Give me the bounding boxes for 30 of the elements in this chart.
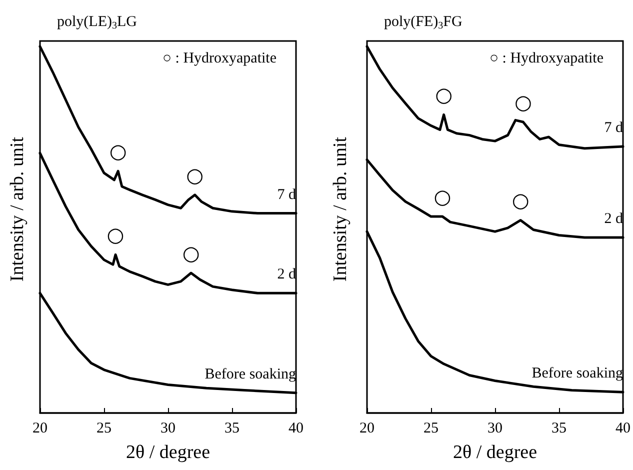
series-label: Before soaking bbox=[204, 366, 296, 382]
x-tick-label: 35 bbox=[224, 420, 240, 436]
annotation: ○ bbox=[511, 188, 529, 212]
y-axis-title: Intensity / arb. unit bbox=[7, 136, 28, 282]
x-tick-label: 20 bbox=[32, 420, 48, 436]
annotation: ○ bbox=[434, 82, 452, 107]
series-label: 2 d bbox=[277, 266, 296, 283]
annotation: ○ : Hydroxyapatite bbox=[488, 50, 604, 66]
x-tick-label: 30 bbox=[160, 420, 176, 436]
x-tick-label: 20 bbox=[359, 420, 374, 436]
x-axis-title: 2θ / degree bbox=[452, 442, 537, 463]
annotation: ○ bbox=[514, 90, 532, 114]
series-label: Before soaking bbox=[531, 366, 623, 382]
y-axis-title: Intensity / arb. unit bbox=[330, 136, 350, 282]
series-label: 7 d bbox=[277, 186, 296, 203]
series-label: 2 d bbox=[604, 210, 623, 227]
x-tick-label: 40 bbox=[615, 420, 630, 436]
x-tick-label: 25 bbox=[423, 420, 438, 436]
annotation: ○ bbox=[106, 222, 124, 247]
annotation: ○ bbox=[186, 162, 204, 187]
x-tick-label: 40 bbox=[288, 420, 304, 436]
series-label: 7 d bbox=[604, 120, 623, 136]
x-tick-label: 25 bbox=[96, 420, 112, 436]
x-tick-label: 35 bbox=[551, 420, 566, 436]
x-tick-label: 30 bbox=[487, 420, 502, 436]
x-axis-title: 2θ / degree bbox=[126, 442, 210, 463]
annotation: ○ bbox=[433, 184, 451, 209]
annotation: ○ bbox=[109, 139, 127, 164]
annotation: ○ bbox=[182, 240, 200, 265]
annotation: ○ : Hydroxyapatite bbox=[162, 50, 277, 66]
